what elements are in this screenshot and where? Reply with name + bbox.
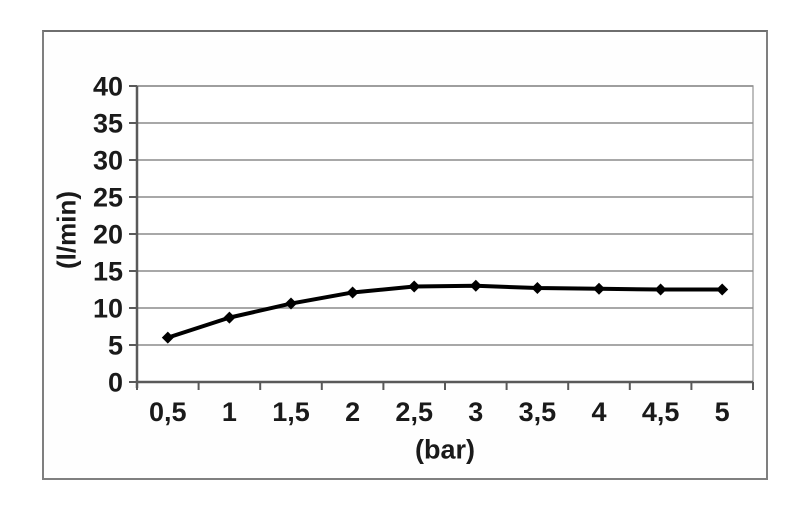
x-tick-label: 2 xyxy=(345,397,360,427)
y-tick-label: 5 xyxy=(108,331,123,361)
chart-figure-frame: 0 5 10 15 20 25 30 35 40 0,5 1 1,5 2 2,5 3 3,5 4 4,5 5 (l/… xyxy=(42,30,768,480)
data-point-marker xyxy=(654,283,667,296)
x-tick-label: 1 xyxy=(222,397,237,427)
y-tick-label: 25 xyxy=(93,183,123,213)
x-tick-label: 5 xyxy=(715,397,730,427)
x-tick-label: 1,5 xyxy=(272,397,310,427)
data-point-marker xyxy=(593,282,605,295)
x-tick-label: 2,5 xyxy=(395,397,433,427)
data-series-line xyxy=(165,283,725,340)
y-tick-label: 10 xyxy=(93,294,123,324)
y-tick-label: 40 xyxy=(93,72,123,102)
y-tick-label: 35 xyxy=(93,109,123,139)
y-tick-label: 20 xyxy=(93,220,123,250)
x-tick-label: 3 xyxy=(468,397,483,427)
chart-area: 0 5 10 15 20 25 30 35 40 0,5 1 1,5 2 2,5 3 3,5 4 4,5 5 (l/… xyxy=(42,30,768,480)
x-axis-title: (bar) xyxy=(415,434,475,465)
data-point-marker xyxy=(531,282,544,295)
data-point-marker xyxy=(285,297,297,310)
data-point-marker xyxy=(408,280,421,293)
x-tick-label: 0,5 xyxy=(149,397,187,427)
line-chart: 0 5 10 15 20 25 30 35 40 0,5 1 1,5 2 2,5 3 3,5 4 4,5 5 xyxy=(93,72,754,427)
y-axis-title: (l/min) xyxy=(51,191,82,269)
data-point-marker xyxy=(716,283,729,296)
data-point-marker xyxy=(469,279,482,292)
x-tick-label: 4,5 xyxy=(642,397,680,427)
y-tick-label: 0 xyxy=(108,368,123,398)
data-point-marker xyxy=(223,311,236,324)
y-tick-label: 15 xyxy=(93,257,123,287)
x-tick-label: 4 xyxy=(591,397,606,427)
x-tick-label: 3,5 xyxy=(519,397,557,427)
data-point-marker xyxy=(346,286,359,299)
data-point-marker xyxy=(161,331,174,344)
y-tick-label: 30 xyxy=(93,146,123,176)
